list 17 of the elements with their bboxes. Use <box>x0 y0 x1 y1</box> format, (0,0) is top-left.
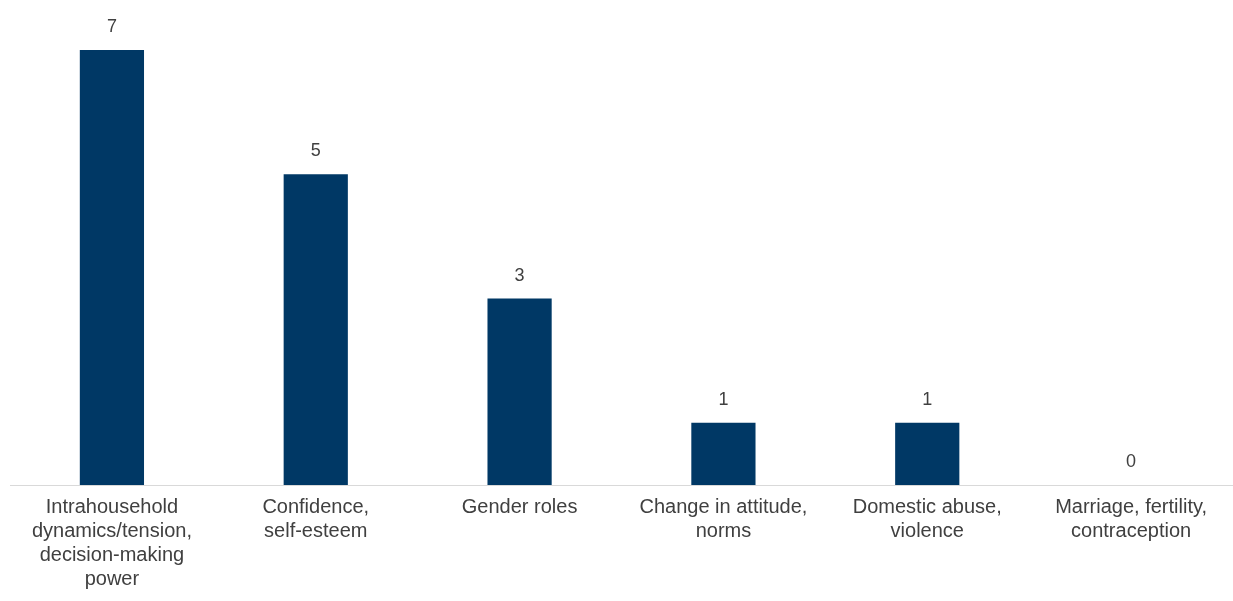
bar <box>79 50 145 485</box>
x-tick-label: Marriage, fertility, contraception <box>1055 494 1208 541</box>
x-tick-label: Confidence, self-esteem <box>262 494 370 541</box>
x-tick-label: Gender roles <box>461 494 578 517</box>
data-label: 7 <box>106 15 117 36</box>
x-tick-label: Intrahousehold dynamics/tension, decision-making power <box>31 494 192 589</box>
bar <box>283 174 348 485</box>
data-label: 3 <box>514 264 525 285</box>
data-label: 1 <box>718 388 729 409</box>
data-label: 1 <box>922 388 933 409</box>
x-tick-label: Change in attitude, norms <box>639 494 808 541</box>
bar <box>487 298 552 485</box>
bar <box>895 422 960 485</box>
bar <box>691 422 756 485</box>
data-label: 0 <box>1126 450 1137 471</box>
x-tick-label: Domestic abuse, violence <box>852 494 1002 541</box>
data-label: 5 <box>310 140 321 161</box>
